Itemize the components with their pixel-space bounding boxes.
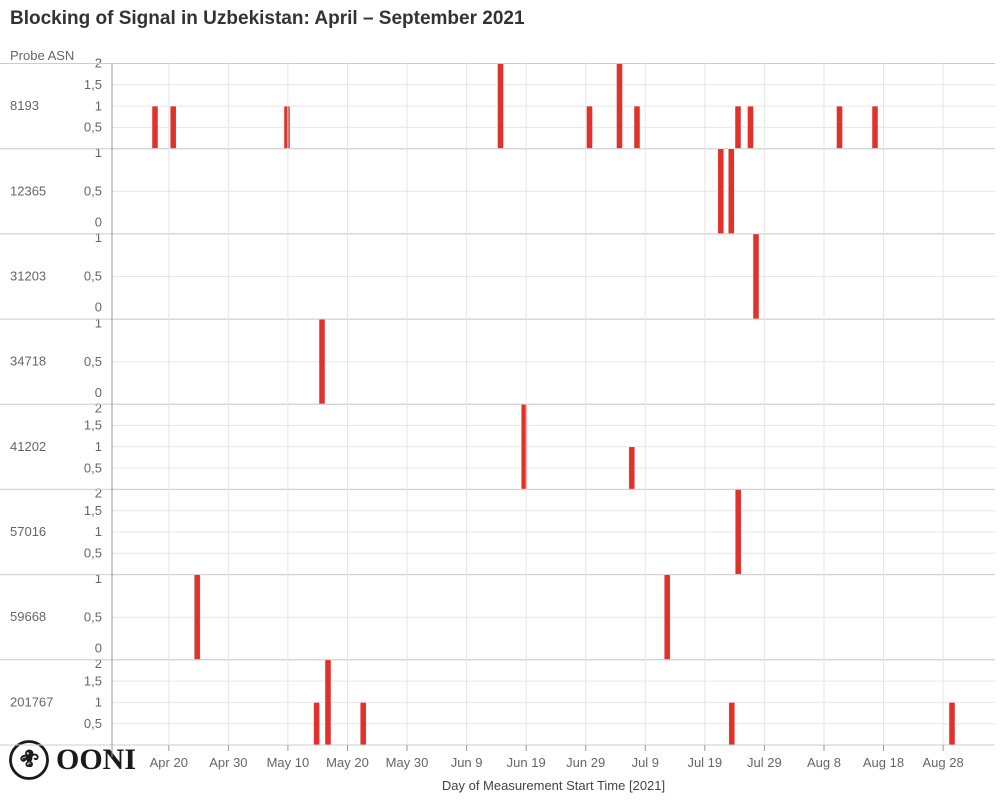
svg-text:0: 0 — [95, 385, 102, 400]
svg-text:2: 2 — [95, 486, 102, 501]
svg-text:1,5: 1,5 — [84, 77, 102, 92]
svg-text:May 20: May 20 — [326, 755, 369, 770]
svg-text:0: 0 — [95, 300, 102, 315]
svg-text:Apr 30: Apr 30 — [209, 755, 247, 770]
svg-text:1,5: 1,5 — [84, 418, 102, 433]
svg-text:0,5: 0,5 — [84, 716, 102, 731]
svg-text:41202: 41202 — [10, 439, 46, 454]
svg-text:12365: 12365 — [10, 183, 46, 198]
svg-text:1: 1 — [95, 230, 102, 245]
svg-text:Jul 19: Jul 19 — [687, 755, 722, 770]
svg-text:2: 2 — [95, 656, 102, 671]
svg-text:Aug 8: Aug 8 — [807, 755, 841, 770]
svg-text:1,5: 1,5 — [84, 673, 102, 688]
svg-text:0,5: 0,5 — [84, 546, 102, 561]
svg-text:Aug 28: Aug 28 — [922, 755, 963, 770]
svg-text:34718: 34718 — [10, 354, 46, 369]
svg-text:May 30: May 30 — [386, 755, 429, 770]
svg-text:Jul 29: Jul 29 — [747, 755, 782, 770]
svg-text:Aug 18: Aug 18 — [863, 755, 904, 770]
svg-text:0,5: 0,5 — [84, 120, 102, 135]
svg-text:0: 0 — [95, 214, 102, 229]
svg-text:31203: 31203 — [10, 269, 46, 284]
svg-text:8193: 8193 — [10, 98, 39, 113]
svg-text:0: 0 — [95, 640, 102, 655]
svg-text:1,5: 1,5 — [84, 503, 102, 518]
svg-text:0,5: 0,5 — [84, 609, 102, 624]
svg-text:1: 1 — [95, 315, 102, 330]
svg-text:1: 1 — [95, 439, 102, 454]
svg-text:0,5: 0,5 — [84, 269, 102, 284]
svg-text:0,5: 0,5 — [84, 460, 102, 475]
svg-text:Jun 19: Jun 19 — [507, 755, 546, 770]
svg-text:May 10: May 10 — [267, 755, 310, 770]
svg-text:57016: 57016 — [10, 524, 46, 539]
svg-text:1: 1 — [95, 98, 102, 113]
svg-text:Jul 9: Jul 9 — [632, 755, 659, 770]
svg-text:1: 1 — [95, 145, 102, 160]
svg-text:0,5: 0,5 — [84, 184, 102, 199]
svg-text:Jun 29: Jun 29 — [566, 755, 605, 770]
svg-text:1: 1 — [95, 571, 102, 586]
svg-text:Day of Measurement Start Time: Day of Measurement Start Time [2021] — [442, 778, 665, 793]
svg-text:59668: 59668 — [10, 609, 46, 624]
svg-text:201767: 201767 — [10, 694, 53, 709]
svg-text:Apr 20: Apr 20 — [150, 755, 188, 770]
svg-text:0,5: 0,5 — [84, 354, 102, 369]
svg-text:1: 1 — [95, 695, 102, 710]
svg-text:2: 2 — [95, 400, 102, 415]
svg-text:Jun 9: Jun 9 — [451, 755, 483, 770]
svg-text:1: 1 — [95, 524, 102, 539]
